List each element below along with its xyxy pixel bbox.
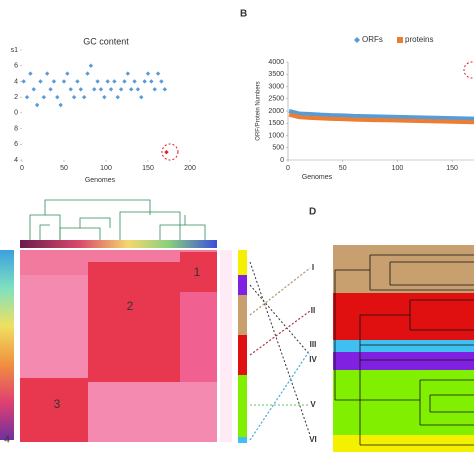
block-label: 2 [127, 299, 134, 313]
clade-label: IV [309, 355, 317, 364]
y-tick-label: s1 [11, 47, 19, 54]
point [48, 87, 53, 92]
block-label: 3 [54, 397, 61, 411]
block-label: 4 [4, 435, 10, 446]
clade-label: II [311, 306, 315, 315]
point [38, 79, 43, 84]
point [71, 94, 77, 100]
y-tick-label: 8 [14, 125, 18, 132]
outlier-circle [161, 143, 179, 161]
panel-label: D [309, 207, 316, 218]
point [112, 79, 117, 84]
point [105, 79, 110, 84]
y-tick-label: 6 [14, 141, 18, 148]
y-tick-label: 6 [14, 63, 18, 70]
x-tick-label: 50 [60, 165, 68, 172]
y-tick-label: 0 [280, 157, 284, 164]
point [21, 79, 26, 84]
panel-label: B [240, 9, 247, 20]
point [55, 94, 60, 100]
y-tick-label: 3000 [268, 83, 284, 90]
point [132, 79, 137, 84]
x-tick-label: 0 [286, 165, 290, 172]
point [142, 79, 147, 84]
legend-label: ORFs [362, 35, 383, 44]
clade-label: I [312, 263, 314, 272]
point [108, 87, 114, 92]
y-tick-label: 4000 [268, 59, 284, 66]
point [24, 94, 30, 100]
point [81, 94, 87, 100]
point [135, 87, 141, 92]
y-tick-label: 0 [14, 110, 18, 117]
point [125, 71, 131, 76]
chart-title: GC content [83, 36, 129, 46]
point [155, 71, 161, 76]
point [41, 94, 47, 100]
outlier-circle [463, 61, 474, 79]
y-tick-label: 4 [14, 157, 18, 164]
point [58, 102, 63, 108]
point [95, 79, 100, 84]
point [149, 79, 154, 84]
x-tick-label: 100 [392, 165, 404, 172]
x-tick-label: 200 [184, 165, 196, 172]
y-tick-label: 500 [272, 145, 284, 152]
y-tick-label: 2000 [268, 108, 284, 115]
y-tick-label: 2 [14, 94, 18, 101]
point [34, 102, 40, 108]
point [162, 87, 167, 92]
point [118, 87, 124, 92]
point [145, 71, 151, 76]
y-tick-label: 4 [14, 78, 18, 85]
y-tick-label: 1000 [268, 132, 284, 139]
point [164, 149, 169, 155]
point [102, 94, 107, 100]
point [92, 87, 97, 92]
y-axis-label: ORF/Protein Numbers [256, 81, 262, 140]
x-tick-label: 100 [100, 165, 112, 172]
clade-label: VI [309, 435, 317, 444]
x-tick-label: 150 [446, 165, 458, 172]
point [75, 79, 80, 84]
point [61, 79, 67, 84]
point [122, 79, 127, 84]
point [68, 87, 73, 92]
x-tick-label: 0 [20, 165, 24, 172]
point [28, 71, 33, 76]
series-line [288, 112, 474, 125]
y-tick-label: 1500 [268, 120, 284, 127]
point [129, 87, 134, 92]
series-line [288, 109, 474, 121]
point [98, 87, 104, 92]
x-axis-label: Genomes [85, 177, 116, 184]
clade-label: III [310, 340, 317, 349]
point [115, 94, 120, 100]
x-axis-label: Genomes [302, 174, 333, 181]
point [65, 71, 70, 76]
point [152, 87, 157, 92]
point [159, 79, 164, 84]
point [51, 79, 57, 84]
x-tick-label: 50 [339, 165, 347, 172]
legend-swatch [397, 37, 403, 43]
legend-label: proteins [405, 35, 433, 44]
point [78, 87, 83, 92]
heatmap [0, 199, 311, 443]
block-label: 1 [194, 265, 201, 279]
point [88, 63, 94, 68]
point [85, 71, 90, 76]
point [31, 87, 36, 92]
x-tick-label: 150 [142, 165, 154, 172]
tree [333, 245, 474, 452]
clade-label: V [310, 400, 316, 409]
y-tick-label: 2500 [268, 96, 284, 103]
y-tick-label: 3500 [268, 71, 284, 78]
legend-swatch [354, 37, 360, 43]
point [139, 94, 144, 100]
point [45, 71, 50, 76]
